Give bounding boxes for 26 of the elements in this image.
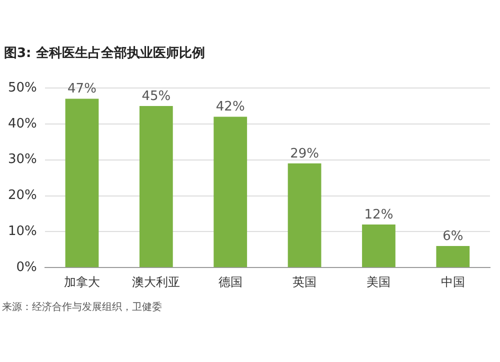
bar	[362, 224, 396, 268]
y-tick-label: 10%	[8, 224, 37, 240]
y-tick-label: 20%	[8, 188, 37, 204]
y-tick-label: 30%	[8, 152, 37, 168]
data-label: 42%	[216, 100, 245, 115]
x-tick-label: 美国	[366, 274, 391, 289]
bar	[139, 106, 173, 268]
chart-title: 图3: 全科医生占全部执业医师比例	[3, 44, 206, 63]
data-label: 12%	[364, 207, 394, 222]
x-tick-label: 澳大利亚	[132, 274, 180, 289]
bar	[214, 116, 248, 268]
y-tick-label: 50%	[8, 80, 37, 96]
x-tick-label: 中国	[440, 274, 465, 289]
y-tick-label: 0%	[16, 260, 37, 275]
data-label: 47%	[68, 82, 96, 97]
data-label: 45%	[142, 88, 171, 104]
x-tick-label: 英国	[292, 274, 317, 289]
source-note: 来源：经济合作与发展组织，卫健委	[1, 300, 163, 314]
x-tick-label: 加拿大	[64, 274, 100, 289]
data-label: 29%	[290, 146, 319, 162]
x-tick-label: 德国	[218, 274, 242, 289]
bar	[288, 163, 322, 268]
y-tick-label: 40%	[8, 116, 37, 132]
bar	[436, 246, 470, 268]
bar	[65, 98, 99, 268]
data-label: 6%	[442, 228, 464, 244]
